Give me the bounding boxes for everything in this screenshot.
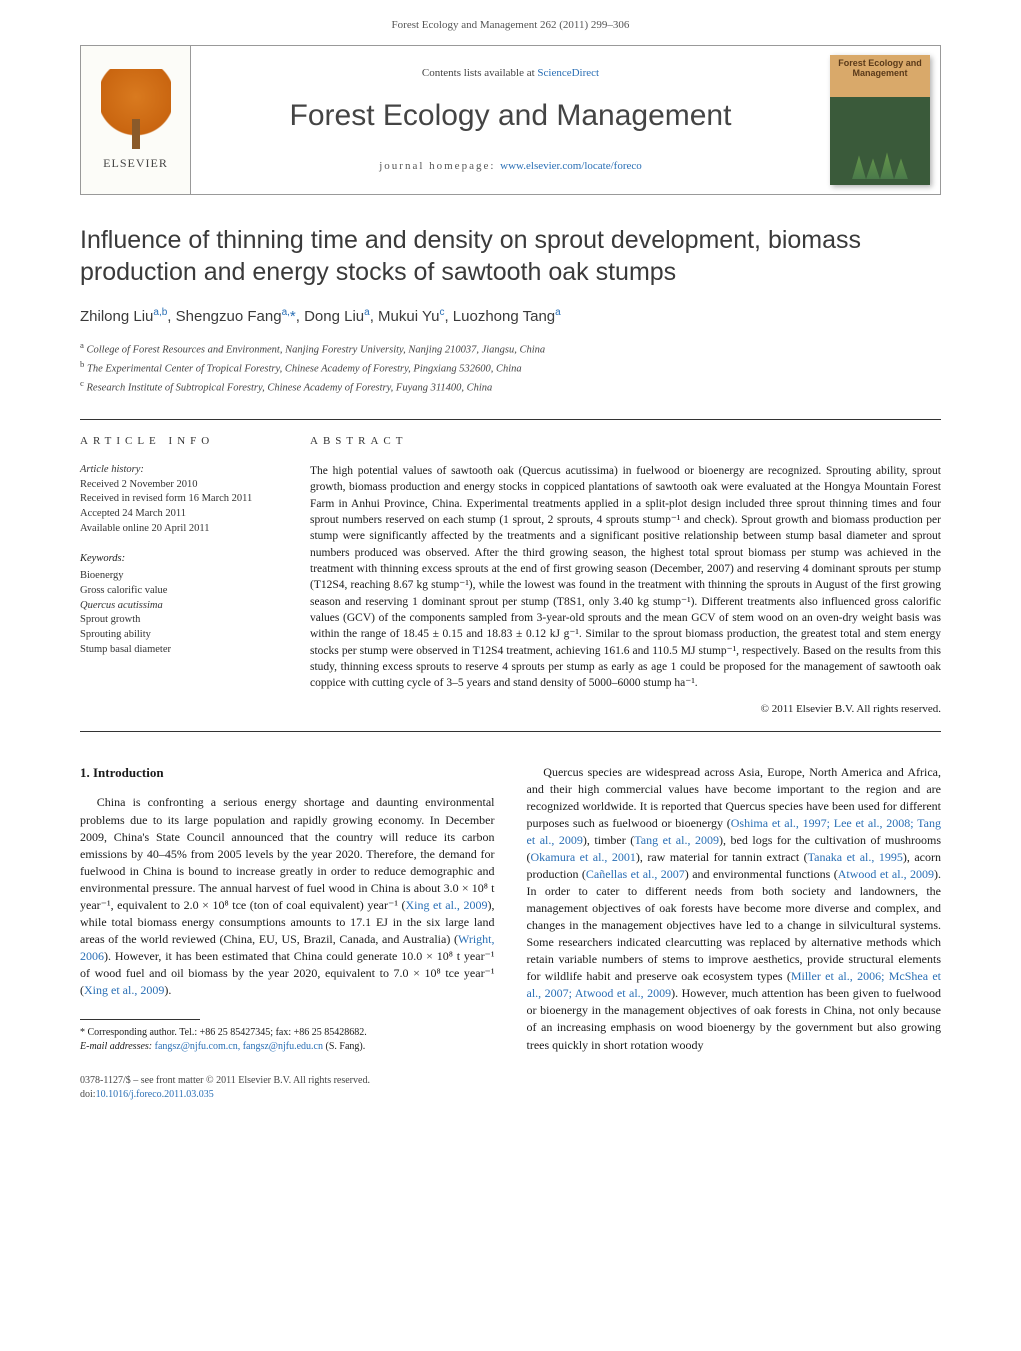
abstract-column: abstract The high potential values of sa…: [310, 420, 941, 731]
history-item: Available online 20 April 2011: [80, 522, 290, 537]
info-abstract-block: article info Article history: Received 2…: [80, 419, 941, 732]
footnotes: * Corresponding author. Tel.: +86 25 854…: [80, 1026, 495, 1054]
history-item: Received 2 November 2010: [80, 478, 290, 493]
keywords-list: Bioenergy Gross calorific value Quercus …: [80, 569, 290, 657]
body-columns: 1. Introduction China is confronting a s…: [80, 764, 941, 1054]
article-title: Influence of thinning time and density o…: [80, 225, 941, 288]
homepage-prefix: journal homepage:: [379, 160, 500, 172]
article-main: Influence of thinning time and density o…: [0, 225, 1021, 1053]
journal-cover-thumbnail: Forest Ecology and Management: [830, 55, 930, 185]
history-item: Accepted 24 March 2011: [80, 507, 290, 522]
cover-trees-icon: [845, 149, 915, 179]
author-email-link[interactable]: fangsz@njfu.com.cn, fangsz@njfu.edu.cn: [155, 1041, 323, 1052]
abstract-heading: abstract: [310, 434, 941, 449]
body-paragraph: Quercus species are widespread across As…: [527, 764, 942, 1054]
section-heading: 1. Introduction: [80, 764, 495, 782]
affiliations: a College of Forest Resources and Enviro…: [80, 339, 941, 397]
cover-title: Forest Ecology and Management: [834, 59, 926, 79]
keywords-label: Keywords:: [80, 552, 290, 567]
email-line: E-mail addresses: fangsz@njfu.com.cn, fa…: [80, 1040, 495, 1054]
cover-top: Forest Ecology and Management: [830, 55, 930, 97]
keyword: Quercus acutissima: [80, 599, 290, 614]
doi-link[interactable]: 10.1016/j.foreco.2011.03.035: [96, 1089, 214, 1100]
article-history: Article history: Received 2 November 201…: [80, 463, 290, 536]
contents-prefix: Contents lists available at: [422, 67, 537, 79]
abstract-copyright: © 2011 Elsevier B.V. All rights reserved…: [310, 702, 941, 717]
running-header: Forest Ecology and Management 262 (2011)…: [0, 0, 1021, 45]
doi-line: doi:10.1016/j.foreco.2011.03.035: [80, 1088, 941, 1102]
corresponding-author-note: * Corresponding author. Tel.: +86 25 854…: [80, 1026, 495, 1040]
affiliation: b The Experimental Center of Tropical Fo…: [80, 358, 941, 377]
cover-bottom: [830, 97, 930, 185]
keyword: Sprout growth: [80, 613, 290, 628]
history-item: Received in revised form 16 March 2011: [80, 492, 290, 507]
email-label: E-mail addresses:: [80, 1041, 152, 1052]
publisher-name: ELSEVIER: [103, 155, 168, 172]
author-list: Zhilong Liua,b, Shengzuo Fanga,*, Dong L…: [80, 306, 941, 327]
homepage-line: journal homepage: www.elsevier.com/locat…: [211, 159, 810, 174]
affiliation: c Research Institute of Subtropical Fore…: [80, 377, 941, 396]
citation-text: Forest Ecology and Management 262 (2011)…: [392, 19, 630, 31]
email-owner: (S. Fang).: [326, 1041, 366, 1052]
body-left-column: 1. Introduction China is confronting a s…: [80, 764, 495, 1054]
keywords-block: Keywords: Bioenergy Gross calorific valu…: [80, 552, 290, 657]
banner-center: Contents lists available at ScienceDirec…: [191, 56, 830, 185]
journal-title: Forest Ecology and Management: [211, 95, 810, 137]
abstract-text: The high potential values of sawtooth oa…: [310, 463, 941, 692]
affiliation: a College of Forest Resources and Enviro…: [80, 339, 941, 358]
journal-banner: ELSEVIER Contents lists available at Sci…: [80, 45, 941, 195]
article-info-column: article info Article history: Received 2…: [80, 420, 310, 731]
body-paragraph: China is confronting a serious energy sh…: [80, 794, 495, 998]
keyword: Gross calorific value: [80, 584, 290, 599]
keyword: Sprouting ability: [80, 628, 290, 643]
history-dates: Received 2 November 2010 Received in rev…: [80, 478, 290, 537]
keyword: Bioenergy: [80, 569, 290, 584]
elsevier-logo: ELSEVIER: [81, 46, 191, 194]
doi-prefix: doi:: [80, 1089, 96, 1100]
history-label: Article history:: [80, 463, 290, 478]
homepage-link[interactable]: www.elsevier.com/locate/foreco: [500, 160, 642, 172]
body-right-column: Quercus species are widespread across As…: [527, 764, 942, 1054]
sciencedirect-link[interactable]: ScienceDirect: [537, 67, 599, 79]
article-info-heading: article info: [80, 434, 290, 449]
page-footer: 0378-1127/$ – see front matter © 2011 El…: [0, 1054, 1021, 1132]
footnote-rule: [80, 1019, 200, 1020]
elsevier-tree-icon: [101, 69, 171, 149]
issn-line: 0378-1127/$ – see front matter © 2011 El…: [80, 1074, 941, 1088]
keyword: Stump basal diameter: [80, 643, 290, 658]
contents-line: Contents lists available at ScienceDirec…: [211, 66, 810, 81]
